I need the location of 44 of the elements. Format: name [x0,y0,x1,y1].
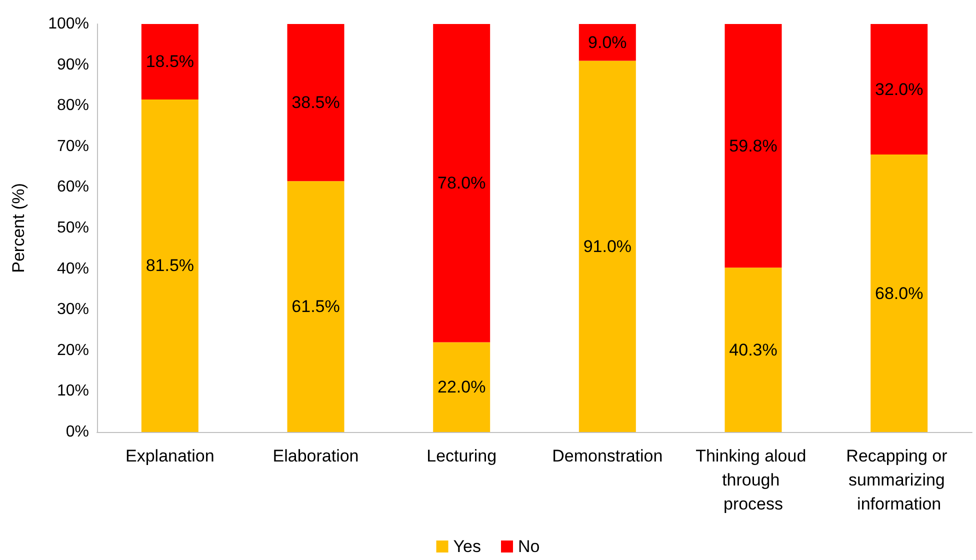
bar [870,24,928,155]
bar [433,342,490,432]
data-label: 32.0% [874,80,924,99]
y-tick-label: 80% [56,97,89,114]
y-tick-label: 70% [56,138,89,155]
data-label: 61.5% [292,297,340,316]
data-label: 38.5% [292,93,340,112]
y-tick-label: 90% [56,56,89,74]
y-tick-label: 50% [56,220,89,236]
legend-label: Yes [453,537,481,556]
data-label: 68.0% [874,284,924,303]
y-tick-label: 100% [48,16,89,32]
x-tick-label: Explanation [125,446,214,466]
y-tick-label: 30% [56,301,89,318]
y-axis-title: Percent (%) [9,183,28,273]
bar [724,268,782,432]
y-tick-label: 20% [56,342,89,359]
bar [724,24,782,268]
data-label: 40.3% [729,340,778,360]
x-tick-label: Elaboration [272,446,359,466]
data-label: 18.5% [146,52,194,72]
x-tick-label: Lecturing [426,446,497,466]
data-label: 59.8% [729,136,778,156]
bar [141,99,198,432]
bar [870,154,928,432]
x-tick-label: Demonstration [552,446,663,466]
y-tick-label: 60% [56,178,89,196]
legend-label: No [518,537,540,556]
data-label: 91.0% [583,236,632,256]
y-tick-label: 0% [66,424,89,440]
data-label: 9.0% [588,32,627,52]
data-label: 78.0% [437,174,486,193]
y-tick-label: 10% [56,382,89,400]
bar [578,24,636,61]
bar [433,24,490,342]
bar [287,24,344,182]
bar [141,24,198,100]
x-tick-label: Thinking aloud through process [696,446,811,514]
bar [578,60,636,432]
x-tick-label: Recapping or summarizing information [846,446,952,514]
data-label: 22.0% [437,378,486,397]
data-label: 81.5% [146,256,194,276]
bar [287,181,344,432]
y-tick-label: 40% [56,260,89,278]
